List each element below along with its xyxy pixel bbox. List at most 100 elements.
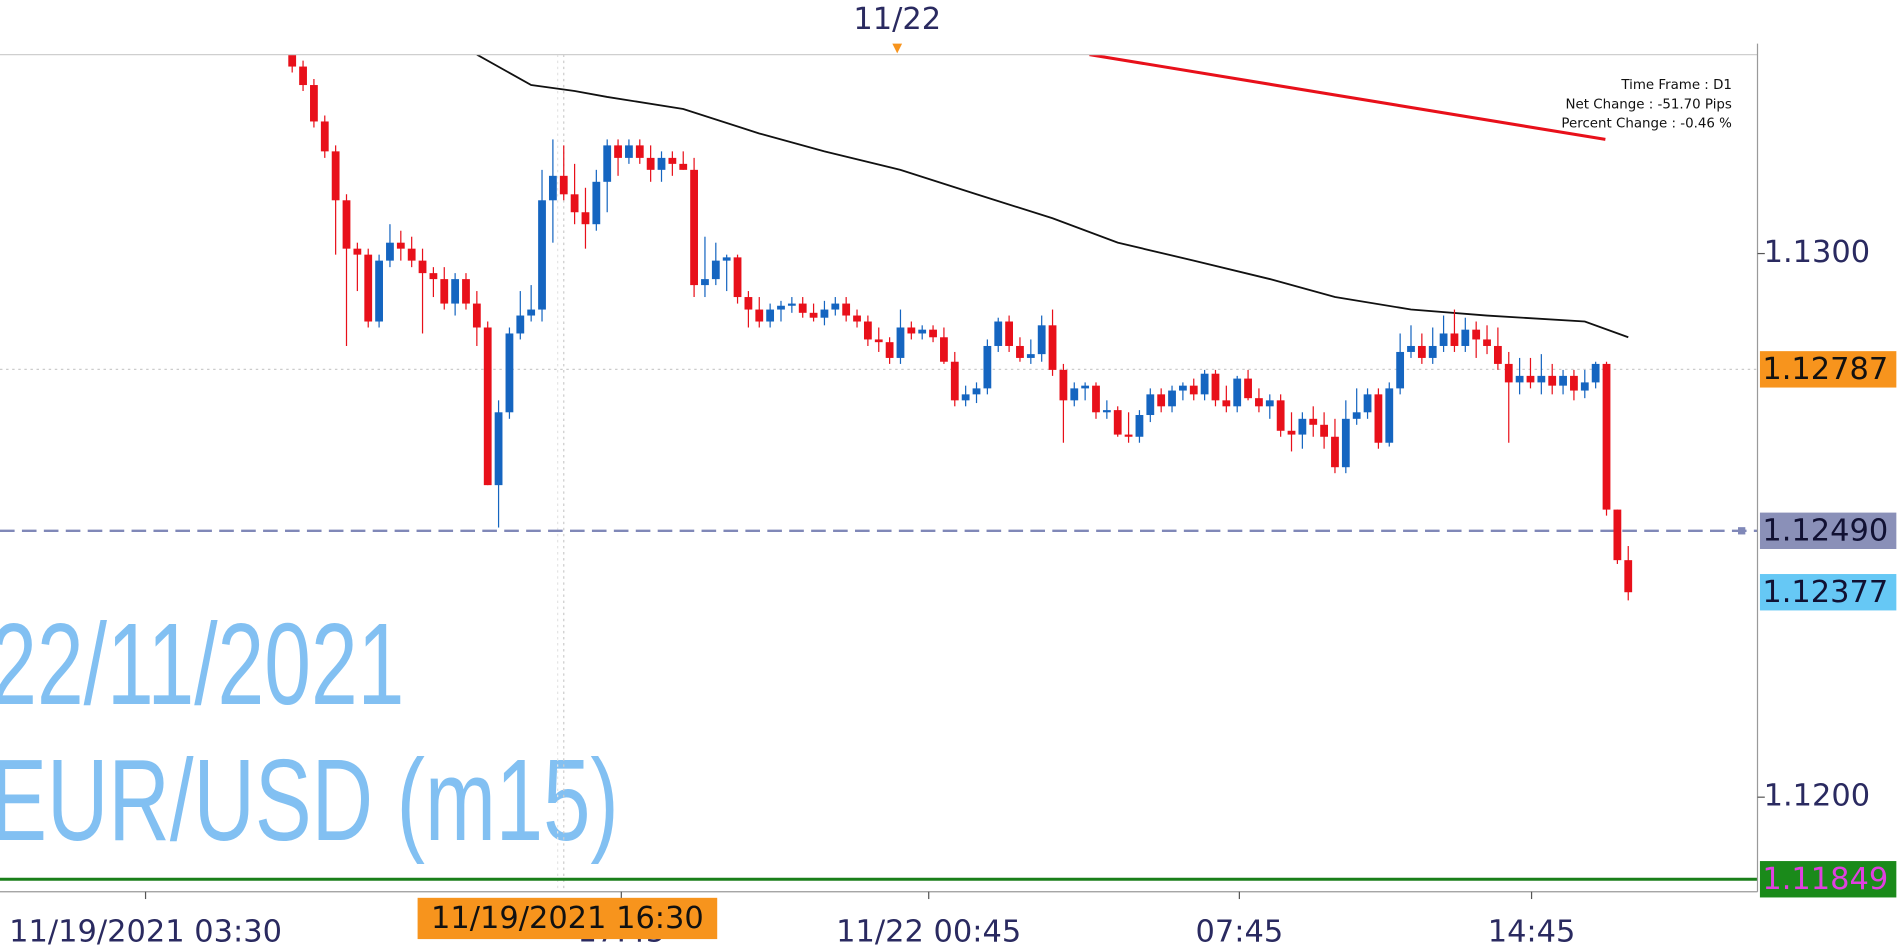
candle-body [1102,410,1111,413]
candle-body [907,327,916,334]
candle-body [1526,375,1535,383]
candle-body [1548,375,1557,386]
candle-body [657,157,666,170]
info-line: Percent Change : -0.46 % [1561,117,1731,132]
candle-body [690,169,698,286]
info-line: Net Change : -51.70 Pips [1566,97,1732,112]
candle-body [1385,388,1394,443]
top-marker-label: 11/22 [853,2,941,37]
candle-body [1613,509,1622,561]
candle-body [342,200,351,249]
candle-body [1005,321,1013,346]
candle-body [1591,363,1600,383]
candle-body [1168,390,1176,407]
candle-body [1580,382,1589,391]
candle-body [1624,560,1633,593]
candle-body [896,327,905,358]
candle-body [570,194,579,213]
candle-body [798,303,807,313]
candle-body [331,151,340,201]
candle-body [440,279,449,304]
candle-body [386,242,394,261]
candle-body [842,303,851,316]
candle-body [1081,385,1090,389]
trendline [1089,54,1606,141]
candle-body [766,309,775,322]
candle-body [451,279,460,304]
x-tick-label: 14:45 [1488,915,1576,950]
candle-body [353,248,362,255]
candle-body [863,321,872,340]
candle-body [1472,329,1481,340]
candle-body [538,200,546,310]
candle-body [646,157,655,170]
candle-body [1059,369,1068,401]
crosshair-label-box [417,897,718,940]
candle-body [1320,424,1328,437]
candle-body [885,342,894,358]
candle-body [1417,345,1426,358]
candle-body [972,388,981,395]
candle-body [1189,385,1198,395]
candle-body [635,145,644,158]
price-label-box [1759,861,1897,898]
candle-body [320,121,329,152]
candle-body [1504,363,1513,383]
candle-body [581,212,590,225]
candle-body [310,85,318,122]
candle-body [299,66,307,86]
candle-body [396,242,405,249]
candle-body [679,163,688,170]
candle-body [472,303,481,328]
candle-body [1178,385,1187,391]
candle-body [288,54,297,67]
candle-body [1070,388,1079,401]
candle-body [1493,345,1502,364]
level-handle [1738,527,1746,535]
symbol-watermark: EUR/USD (m15) [0,734,619,865]
candle-body [820,309,829,318]
y-tick-label: 1.1200 [1764,779,1871,814]
candle-body [1298,418,1307,435]
candle-body [809,312,818,318]
candle-body [1255,398,1263,407]
x-tick-label: 11/19/2021 03:30 [9,915,282,950]
candle-body [994,321,1003,346]
candle-body [1461,329,1470,346]
candle-body [375,260,383,322]
candle-body [364,254,373,322]
candle-body [1211,373,1220,401]
price-label: 1.12787 [1762,352,1888,387]
candle-body [929,329,937,338]
candle-body [527,309,536,316]
candle-body [874,339,883,343]
price-label: 1.12490 [1762,514,1888,549]
candle-body [1450,333,1459,346]
candle-body [1363,394,1372,413]
price-label: 1.11849 [1762,862,1888,897]
info-line: Time Frame : D1 [1620,78,1732,93]
candle-body [787,303,796,306]
candle-body [744,297,753,310]
candle-body [494,412,503,486]
crosshair-label: 11/19/2021 16:30 [431,901,704,936]
date-watermark: 22/11/2021 [0,598,404,729]
candle-body [1374,394,1383,443]
candle-body [1222,400,1231,407]
candle-body [961,394,970,401]
candle-body [853,315,861,322]
candle-body [918,329,927,334]
candle-body [1276,400,1285,431]
candle-body [1124,434,1133,437]
y-tick-label: 1.1300 [1764,235,1871,270]
candle-body [1037,325,1046,355]
candle-body [1048,325,1057,370]
candle-body [701,279,709,286]
candle-body [614,145,622,158]
candle-body [1265,400,1274,407]
candle-body [407,248,416,261]
candle-body [1233,378,1242,407]
